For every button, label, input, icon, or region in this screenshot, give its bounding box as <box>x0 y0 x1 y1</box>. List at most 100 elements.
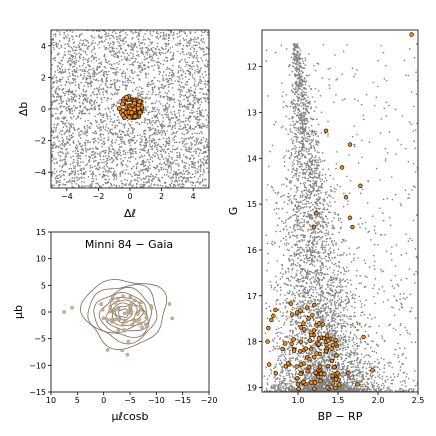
field-star <box>146 96 148 99</box>
field-star <box>127 151 129 154</box>
cmd-field-star <box>308 223 311 226</box>
field-star <box>120 158 122 160</box>
cmd-field-star <box>321 258 323 260</box>
field-star <box>144 117 146 120</box>
field-star <box>172 31 175 34</box>
field-star <box>124 151 127 154</box>
field-star <box>181 69 184 71</box>
field-star <box>55 88 57 91</box>
cmd-field-star <box>305 91 308 94</box>
member-star <box>137 110 143 116</box>
cmd-field-star <box>321 220 324 223</box>
field-star <box>175 141 178 143</box>
field-star <box>158 100 161 103</box>
field-star <box>198 118 201 121</box>
field-star <box>97 91 100 93</box>
field-star <box>85 44 88 47</box>
field-star <box>102 158 105 161</box>
cmd-field-star <box>285 336 287 339</box>
field-star <box>56 80 59 83</box>
field-star <box>82 132 84 134</box>
field-star <box>79 106 82 108</box>
field-star <box>71 162 74 164</box>
field-star <box>71 112 73 115</box>
field-star <box>163 34 166 36</box>
pm-member-star <box>137 317 142 322</box>
field-star <box>149 143 151 145</box>
field-star <box>95 69 98 71</box>
field-star <box>176 174 179 177</box>
field-star <box>162 150 165 152</box>
field-star <box>77 44 80 46</box>
field-star <box>65 163 67 166</box>
field-star <box>107 127 110 129</box>
field-star <box>181 121 183 123</box>
field-star <box>139 66 141 68</box>
field-star <box>76 155 78 158</box>
field-star <box>92 67 94 70</box>
field-star <box>162 120 164 123</box>
field-star <box>206 126 208 129</box>
field-star <box>101 145 103 148</box>
field-star <box>105 33 107 35</box>
field-star <box>151 160 154 163</box>
field-star <box>62 100 65 103</box>
field-star <box>128 182 131 185</box>
field-star <box>68 57 71 60</box>
cmd-field-star <box>329 333 331 335</box>
field-star <box>184 65 187 68</box>
field-star <box>141 52 144 55</box>
field-star <box>122 153 125 155</box>
field-star <box>110 171 112 173</box>
cmd-field-star <box>333 263 335 266</box>
field-star <box>68 135 71 137</box>
field-star <box>156 165 159 168</box>
field-star <box>53 48 55 51</box>
field-star <box>149 31 152 33</box>
field-star <box>117 56 120 59</box>
field-star <box>147 66 149 69</box>
field-star <box>120 39 122 42</box>
field-star <box>104 120 106 122</box>
field-star <box>191 184 193 187</box>
field-star <box>177 168 180 171</box>
field-star <box>167 49 170 51</box>
field-star <box>162 105 164 107</box>
field-star <box>113 30 115 32</box>
field-star <box>128 63 131 66</box>
pm-member-star <box>130 322 135 327</box>
field-star <box>140 91 143 93</box>
field-star <box>110 64 113 67</box>
field-star <box>125 164 127 166</box>
field-star <box>192 103 194 106</box>
pm-member-star <box>110 295 115 300</box>
field-star <box>67 59 70 62</box>
field-star <box>168 37 170 39</box>
field-star <box>128 160 131 163</box>
field-star <box>91 36 93 38</box>
field-star <box>98 185 101 188</box>
field-star <box>178 183 181 185</box>
field-star <box>204 65 207 68</box>
pm-member-star <box>113 301 118 305</box>
pm-outlier-star <box>120 348 124 353</box>
field-star <box>193 78 196 80</box>
field-star <box>167 148 170 150</box>
field-star <box>75 53 78 56</box>
field-star <box>81 186 83 188</box>
field-star <box>169 124 171 126</box>
cmd-field-star <box>394 193 397 196</box>
field-star <box>73 45 75 48</box>
field-star <box>73 95 76 98</box>
field-star <box>136 162 139 164</box>
field-star <box>118 42 121 44</box>
field-star <box>90 44 93 46</box>
field-star <box>92 73 94 75</box>
field-star <box>147 97 150 100</box>
field-star <box>115 174 117 176</box>
cmd-field-star <box>291 161 294 164</box>
field-star <box>105 123 108 126</box>
cmd-field-star <box>310 141 313 143</box>
field-star <box>190 90 193 92</box>
field-star <box>195 44 198 47</box>
